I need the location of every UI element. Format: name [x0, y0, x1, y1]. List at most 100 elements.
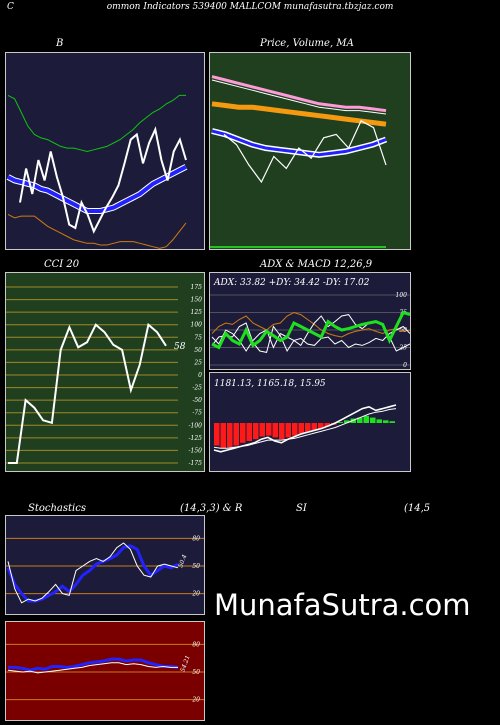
macd-histogram-bar: [279, 423, 285, 440]
chart-header: C ommon Indicators 539400 MALLCOM munafa…: [7, 2, 393, 12]
stoch-panel: 80 50 20 50.4: [5, 515, 205, 615]
macd-histogram-bar: [363, 415, 369, 423]
macd-histogram-bar: [298, 423, 304, 434]
cci-tick-label: -150: [189, 447, 203, 454]
macd-plot: 1181.13, 1165.18, 15.95: [213, 379, 397, 453]
cci-tick-label: 150: [191, 297, 203, 304]
cci-line: [8, 322, 167, 464]
cci-tick-label: 50: [194, 347, 202, 354]
macd-histogram-bar: [370, 417, 376, 423]
adx-panel: ADX: 33.82 +DY: 34.42 -DY: 17.02 100 75 50…: [209, 272, 411, 370]
macd-histogram-bar: [383, 420, 389, 423]
adx-tick-label: 0: [403, 362, 407, 369]
price-title-volume: Volume,: [292, 38, 334, 49]
macd-histogram-bar: [376, 419, 382, 423]
bb-middle-band-halo: [6, 164, 188, 214]
cci-tick-label: 0: [198, 372, 202, 379]
rsi-tick-label: 20: [191, 697, 200, 704]
stoch-params: (14,3,3) & R: [180, 503, 243, 514]
bb-panel: [5, 52, 205, 250]
price-title-price: Price,: [260, 38, 290, 49]
cci-tick-label: -50: [192, 397, 202, 404]
rsi-title: SI: [296, 503, 307, 514]
rsi-signal-line: [7, 662, 178, 674]
macd-histogram-bar: [259, 423, 265, 437]
rsi-value-label: 54.21: [179, 654, 191, 673]
cci-tick-label: 75: [194, 334, 202, 341]
macd-histogram-bar: [214, 423, 220, 446]
cci-tick-label: 25: [193, 359, 202, 366]
stoch-title: Stochastics: [28, 503, 86, 514]
cci-tick-label: 175: [191, 284, 203, 291]
price-ma-long: [211, 75, 387, 113]
macd-histogram-bar: [253, 423, 259, 440]
price-ma-mid: [211, 101, 387, 127]
adx-tick-label: 100: [396, 292, 408, 299]
adx-tick-label: 50: [399, 327, 407, 334]
cci-tick-label: -75: [192, 410, 202, 417]
rsi-tick-label: 50: [192, 669, 200, 676]
cci-tick-label: 100: [191, 322, 203, 329]
cci-tick-label: -100: [189, 422, 203, 429]
rsi-params: (14,5: [404, 503, 431, 514]
macd-histogram-bar: [233, 423, 239, 446]
macd-line: [213, 404, 397, 453]
price-title: Price, Volume, MA: [260, 38, 354, 49]
header-text: ommon Indicators 539400 MALLCOM munafasu…: [106, 2, 394, 12]
macd-histogram-bar: [292, 423, 298, 436]
cci-tick-label: -175: [189, 460, 203, 467]
adx-plot: ADX: 33.82 +DY: 34.42 -DY: 17.02 1007550…: [210, 278, 410, 369]
price-ma-long-edge: [211, 79, 387, 115]
adx-line-plus-di: [211, 325, 410, 352]
adx-line-green: [211, 310, 410, 350]
price-panel: [209, 52, 411, 250]
cci-plot: 175 150 125 100 75 50 25 0 -25 -50 -75 -100 -125 -150…: [6, 284, 203, 467]
stoch-d-line: [7, 542, 179, 604]
stoch-tick-label: 20: [191, 591, 200, 598]
macd-histogram-bar: [344, 420, 350, 423]
bb-title: B: [56, 38, 64, 49]
adx-readout: ADX: 33.82 +DY: 34.42 -DY: 17.02: [213, 278, 370, 288]
rsi-plot: 80 50 20 54.21: [6, 641, 204, 704]
bb-middle-band: [7, 165, 187, 213]
macd-histogram-bar: [324, 423, 330, 427]
price-plot: [210, 75, 388, 248]
cci-tick-label: -25: [192, 385, 202, 392]
bb-plot: [6, 94, 188, 249]
macd-histogram-bar: [246, 423, 252, 441]
macd-panel: 1181.13, 1165.18, 15.95: [209, 372, 411, 472]
macd-histogram-bar: [357, 417, 363, 423]
price-ma-short: [211, 129, 387, 157]
macd-histogram-bar: [266, 423, 272, 436]
bb-lower-band: [7, 213, 187, 249]
bb-upper-band: [7, 94, 186, 153]
macd-readout: 1181.13, 1165.18, 15.95: [214, 379, 326, 389]
cci-title: CCI 20: [44, 259, 80, 270]
price-title-ma: MA: [336, 38, 354, 49]
watermark: MunafaSutra.com: [214, 588, 471, 622]
adx-line-minus-di: [211, 314, 410, 353]
macd-histogram-bar: [220, 423, 226, 449]
rsi-line: [8, 657, 179, 672]
cci-tick-label: 125: [191, 309, 203, 316]
macd-histogram-bar: [389, 421, 395, 423]
macd-histogram-bar: [240, 423, 246, 443]
price-close-line: [223, 119, 387, 184]
rsi-panel: 80 50 20 54.21: [5, 621, 205, 721]
stoch-value-label: 50.4: [177, 554, 188, 569]
macd-histogram-bar: [272, 423, 278, 438]
cci-tick-label: -125: [189, 435, 203, 442]
bb-price-line: [19, 126, 187, 234]
macd-histogram-bar: [285, 423, 291, 438]
rsi-tick-label: 80: [192, 641, 200, 648]
stoch-tick-label: 80: [192, 535, 200, 542]
stoch-tick-label: 50: [192, 563, 200, 570]
cci-value-label: 58: [174, 342, 186, 352]
adx-line-orange: [211, 311, 410, 338]
adx-title: ADX & MACD 12,26,9: [260, 259, 373, 270]
stoch-plot: 80 50 20 50.4: [6, 535, 204, 604]
macd-histogram-bar: [311, 423, 317, 431]
cci-panel: 175 150 125 100 75 50 25 0 -25 -50 -75 -100 -125 -150…: [5, 272, 205, 472]
macd-histogram-bar: [227, 423, 233, 448]
macd-histogram-bar: [318, 423, 324, 429]
